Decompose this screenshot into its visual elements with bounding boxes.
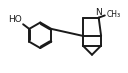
Text: N: N <box>95 8 102 17</box>
Text: CH₃: CH₃ <box>106 10 120 19</box>
Text: HO: HO <box>8 15 22 24</box>
